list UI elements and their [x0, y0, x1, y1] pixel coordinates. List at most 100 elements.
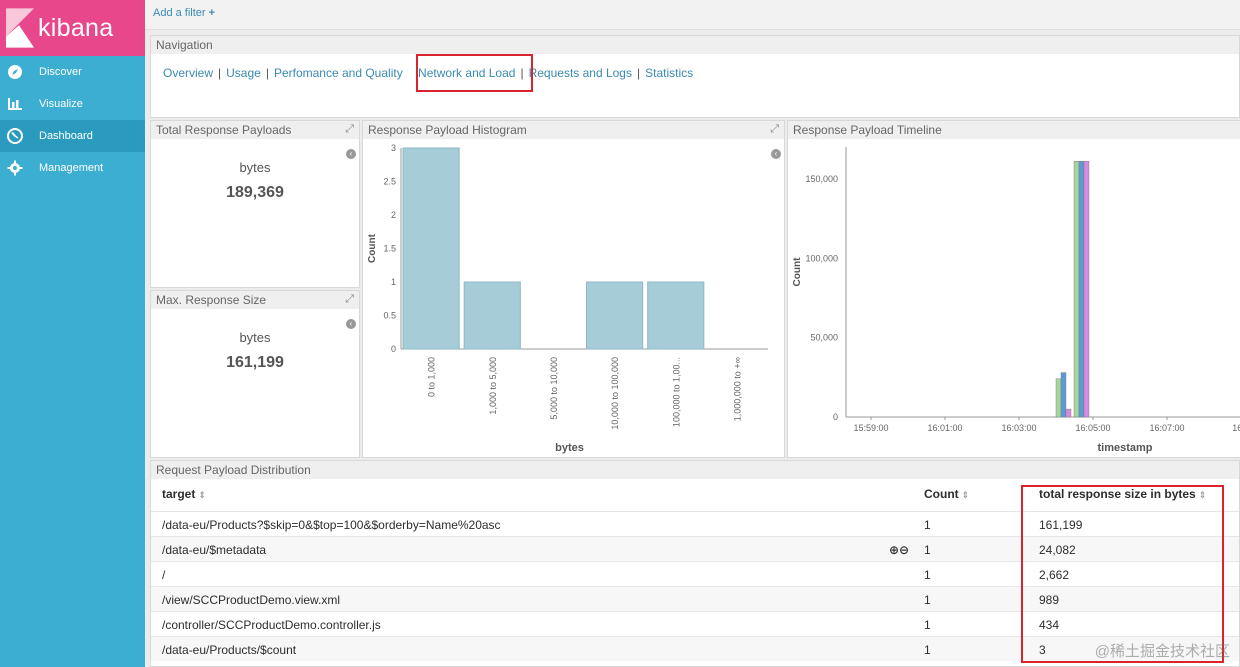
sidebar-item-dashboard[interactable]: Dashboard [0, 120, 145, 152]
gear-icon [6, 160, 23, 177]
expand-icon[interactable]: ⤢ [345, 293, 354, 305]
response-payload-timeline-panel: Response Payload Timeline 0 50,000 100,000… [787, 120, 1240, 458]
x-tick-label: 16:0 [1232, 423, 1240, 433]
cell-count: 1 [924, 593, 931, 607]
cell-target: /data-eu/Products?$skip=0&$top=100&$orde… [162, 518, 501, 532]
cell-target: /data-eu/$metadata [162, 543, 267, 557]
cell-count: 1 [924, 568, 931, 582]
kibana-logo[interactable]: kibana [0, 0, 145, 56]
x-tick-label: 5,000 to 10,000 [549, 357, 559, 420]
sidebar: kibana Discover Visualize Dashboard Mana… [0, 0, 145, 667]
highlight-box [1021, 485, 1224, 663]
cell-count: 1 [924, 643, 931, 657]
x-tick-label: 10,000 to 100,000 [610, 357, 620, 430]
add-filter-link[interactable]: Add a filter + [153, 7, 216, 19]
histogram-chart: 0 0.5 1 1.5 2 2.5 3 0 to 1,000 1,000 to 5,000 5,0… [367, 143, 768, 454]
y-axis-title: Count [792, 257, 803, 287]
response-payload-histogram-panel: Response Payload Histogram ⤢ ‹ 0 0.5 1 1.5 2 2… [362, 120, 785, 458]
y-tick-label: 0 [391, 344, 396, 354]
y-tick-label: 150,000 [805, 174, 838, 184]
nav-link-requests-and-logs[interactable]: Requests and Logs [528, 66, 632, 80]
table-row[interactable]: /controller/SCCProductDemo.controller.js… [151, 611, 1239, 636]
max-response-size-panel: Max. Response Size ⤢ ‹ bytes 161,199 [150, 290, 360, 458]
cell-count: 1 [924, 543, 931, 557]
histogram-bar [647, 281, 705, 350]
sidebar-item-label: Visualize [39, 98, 83, 110]
cell-target: /view/SCCProductDemo.view.xml [162, 593, 341, 607]
nav-link-network-and-load[interactable]: Network and Load [418, 66, 516, 80]
y-tick-label: 3 [391, 143, 396, 153]
legend-toggle-icon[interactable]: ‹ [771, 149, 781, 159]
y-tick-label: 2.5 [383, 177, 396, 187]
cell-size: 3 [1039, 643, 1046, 657]
sort-icon[interactable]: ⇕ [961, 490, 970, 500]
compass-icon [6, 64, 23, 81]
timeline-bar [1083, 161, 1090, 418]
nav-link-usage[interactable]: Usage [226, 66, 261, 80]
dashboard-icon [6, 128, 23, 145]
metric-value: 161,199 [226, 354, 284, 371]
table-row[interactable]: /data-eu/Products/$count 1 3 [151, 636, 1239, 661]
timeline-chart: 0 50,000 100,000 150,000 15:59:00 16:01:00 16:… [792, 147, 1240, 454]
x-tick-label: 16:07:00 [1149, 423, 1184, 433]
panel-title: Response Payload Timeline [788, 121, 1240, 139]
column-header-size[interactable]: total response size in bytes ⇕ [1039, 487, 1207, 501]
y-tick-label: 0 [833, 412, 838, 422]
x-tick-label: 1,000 to 5,000 [488, 357, 498, 415]
table-row[interactable]: /view/SCCProductDemo.view.xml 1 989 [151, 586, 1239, 611]
table-row[interactable]: /data-eu/Products?$skip=0&$top=100&$orde… [151, 511, 1239, 536]
y-axis-title: Count [367, 233, 378, 263]
expand-icon[interactable]: ⤢ [345, 123, 354, 135]
sidebar-item-label: Discover [39, 66, 82, 78]
zoom-icons[interactable]: ⊕⊖ [889, 543, 910, 557]
x-tick-label: 16:03:00 [1001, 423, 1036, 433]
cell-target: / [162, 568, 166, 582]
brand-name: kibana [38, 13, 114, 42]
timeline-bar [1060, 372, 1067, 418]
timeline-bar [1073, 161, 1080, 418]
x-tick-label: 16:01:00 [927, 423, 962, 433]
cell-target: /controller/SCCProductDemo.controller.js [162, 618, 381, 632]
column-header-count[interactable]: Count ⇕ [924, 487, 970, 501]
nav-link-overview[interactable]: Overview [163, 66, 214, 80]
metric-label: bytes [239, 160, 271, 175]
sidebar-item-visualize[interactable]: Visualize [0, 88, 145, 120]
x-axis-title: bytes [555, 442, 584, 454]
nav-link-performance[interactable]: Perfomance and Quality [273, 66, 403, 80]
request-payload-distribution-panel: Request Payload Distribution target ⇕ Cou… [150, 460, 1240, 667]
sort-icon[interactable]: ⇕ [1198, 490, 1207, 500]
cell-target: /data-eu/Products/$count [162, 643, 297, 657]
panel-title: Total Response Payloads ⤢ [151, 121, 359, 139]
cell-size: 161,199 [1039, 518, 1083, 532]
column-header-target[interactable]: target ⇕ [162, 487, 206, 501]
cell-size: 434 [1039, 618, 1060, 632]
sidebar-item-management[interactable]: Management [0, 152, 145, 184]
panel-title: Request Payload Distribution [151, 461, 1239, 479]
sidebar-item-discover[interactable]: Discover [0, 56, 145, 88]
timeline-bar [1065, 408, 1072, 418]
x-tick-label: 16:05:00 [1075, 423, 1110, 433]
y-tick-label: 1.5 [383, 244, 396, 254]
sidebar-item-label: Management [39, 162, 104, 174]
y-tick-label: 50,000 [810, 333, 838, 343]
expand-icon[interactable]: ⤢ [770, 123, 779, 135]
nav-link-statistics[interactable]: Statistics [645, 66, 694, 80]
dashboard-main: Add a filter + Navigation Overview | Usage… [145, 0, 1240, 667]
legend-toggle-icon[interactable]: ‹ [346, 319, 356, 329]
timeline-bar [1078, 161, 1085, 418]
highlight-box [416, 54, 533, 92]
y-tick-label: 1 [391, 277, 396, 287]
legend-toggle-icon[interactable]: ‹ [346, 149, 356, 159]
panel-title: Response Payload Histogram ⤢ [363, 121, 784, 139]
x-tick-label: 1,000,000 to +∞ [732, 357, 742, 421]
cell-count: 1 [924, 618, 931, 632]
panel-title: Max. Response Size ⤢ [151, 291, 359, 309]
cell-size: 989 [1039, 593, 1060, 607]
x-tick-label: 100,000 to 1,00... [671, 357, 681, 427]
sort-icon[interactable]: ⇕ [198, 490, 206, 500]
table-row[interactable]: / 1 2,662 [151, 561, 1239, 586]
sidebar-item-label: Dashboard [39, 130, 93, 142]
metric-value: 189,369 [226, 184, 284, 201]
table-row[interactable]: /data-eu/$metadata ⊕⊖ 1 24,082 [151, 536, 1239, 561]
y-tick-label: 0.5 [383, 311, 396, 321]
